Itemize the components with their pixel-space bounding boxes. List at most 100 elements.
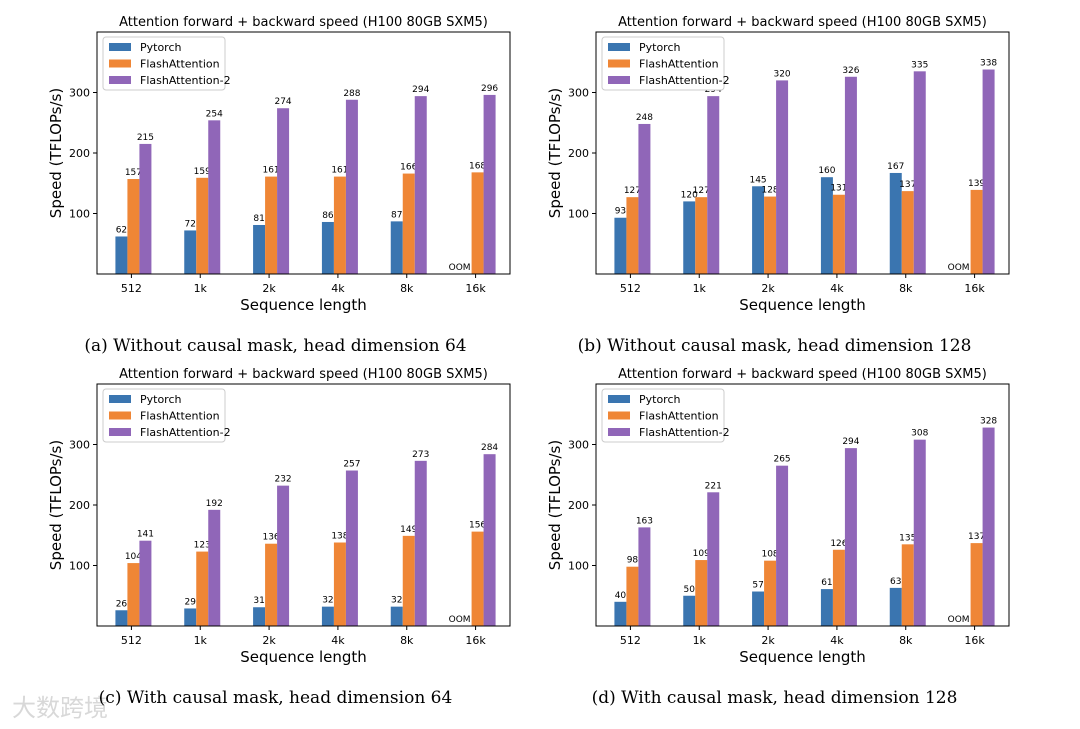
bar-pytorch	[184, 230, 197, 274]
legend-label: FlashAttention	[639, 410, 719, 423]
legend-label: Pytorch	[639, 41, 681, 54]
bar-flashattention-2	[776, 80, 789, 275]
data-label: 159	[194, 167, 211, 177]
bar-pytorch	[889, 172, 902, 274]
legend-label: Pytorch	[140, 41, 182, 54]
x-axis-label: Sequence length	[240, 648, 367, 666]
bar-flashattention	[695, 197, 708, 274]
bar-flashattention-2	[638, 123, 651, 275]
y-tick-label: 200	[69, 147, 90, 160]
legend-label: FlashAttention	[140, 58, 220, 71]
legend: Pytorch FlashAttention FlashAttention-2	[601, 388, 730, 443]
data-label: 127	[624, 186, 641, 196]
bar-flashattention	[832, 194, 845, 274]
data-label: 254	[206, 109, 223, 119]
bar-pytorch	[321, 221, 334, 274]
bar-pytorch	[752, 186, 765, 274]
bar-flashattention	[626, 566, 639, 626]
legend-box	[601, 388, 725, 443]
legend-swatch	[608, 43, 630, 51]
y-tick-label: 300	[69, 439, 90, 452]
bar-flashattention	[127, 179, 140, 274]
legend-swatch	[608, 428, 630, 436]
bar-pytorch	[614, 601, 627, 626]
data-label: 232	[274, 475, 291, 485]
bar-flashattention-2	[776, 465, 789, 626]
data-label: 192	[206, 499, 223, 509]
legend-label: FlashAttention-2	[140, 74, 231, 87]
x-tick-label: 4k	[830, 282, 844, 295]
bar-flashattention-2	[345, 99, 358, 274]
oom-label: OOM	[948, 263, 970, 273]
watermark: 大数跨境	[12, 694, 108, 722]
caption: (c) With causal mask, head dimension 64	[99, 688, 453, 708]
x-axis-label: Sequence length	[240, 296, 367, 314]
x-tick-label: 2k	[761, 634, 775, 647]
data-label: 127	[693, 186, 710, 196]
data-label: 137	[968, 532, 985, 542]
x-tick-label: 4k	[331, 634, 345, 647]
legend-swatch	[109, 428, 131, 436]
bar-flashattention-2	[982, 69, 995, 274]
caption: (b) Without causal mask, head dimension …	[578, 336, 972, 356]
data-label: 328	[980, 417, 997, 427]
y-tick-label: 100	[69, 560, 90, 573]
data-label: 157	[125, 168, 142, 178]
data-label: 104	[125, 552, 142, 562]
legend-label: Pytorch	[639, 393, 681, 406]
data-label: 166	[400, 163, 417, 173]
data-label: 29	[185, 597, 197, 607]
legend-swatch	[608, 59, 630, 68]
y-axis-label: Speed (TFLOPs/s)	[546, 88, 564, 218]
legend-swatch	[608, 411, 630, 420]
bar-flashattention-2	[483, 94, 496, 274]
x-tick-label: 4k	[331, 282, 345, 295]
bar-flashattention	[970, 543, 983, 626]
data-label: 50	[684, 585, 696, 595]
y-tick-label: 200	[568, 499, 589, 512]
legend-swatch	[109, 76, 131, 84]
x-tick-label: 8k	[899, 282, 913, 295]
data-label: 98	[627, 556, 639, 566]
data-label: 57	[752, 581, 763, 591]
legend-label: FlashAttention	[140, 410, 220, 423]
bar-flashattention	[333, 542, 346, 626]
oom-label: OOM	[948, 615, 970, 625]
chart-panel: Attention forward + backward speed (H100…	[47, 15, 511, 356]
data-label: 215	[137, 133, 154, 143]
data-label: 145	[749, 175, 766, 185]
data-label: 109	[693, 549, 710, 559]
bar-flashattention	[196, 177, 209, 274]
bar-flashattention-2	[982, 427, 995, 626]
y-axis-label: Speed (TFLOPs/s)	[47, 440, 65, 570]
legend-swatch	[109, 43, 131, 51]
oom-label: OOM	[449, 263, 471, 273]
data-label: 135	[899, 533, 916, 543]
oom-label: OOM	[449, 615, 471, 625]
chart-panel: Attention forward + backward speed (H100…	[546, 367, 1010, 708]
chart-title: Attention forward + backward speed (H100…	[119, 15, 488, 30]
x-tick-label: 1k	[194, 634, 208, 647]
data-label: 273	[412, 450, 429, 460]
bar-flashattention-2	[139, 540, 152, 626]
data-label: 221	[705, 481, 722, 491]
legend-label: Pytorch	[140, 393, 182, 406]
bar-flashattention-2	[277, 108, 290, 274]
bar-flashattention-2	[844, 448, 857, 626]
data-label: 288	[343, 89, 360, 99]
bar-flashattention	[695, 560, 708, 626]
x-tick-label: 512	[121, 634, 142, 647]
legend-swatch	[608, 395, 630, 403]
data-label: 138	[331, 532, 348, 542]
bar-flashattention-2	[208, 509, 221, 626]
data-label: 149	[400, 525, 417, 535]
data-label: 120	[681, 190, 698, 200]
x-tick-label: 8k	[400, 634, 414, 647]
x-tick-label: 512	[121, 282, 142, 295]
legend-swatch	[109, 59, 131, 68]
bar-pytorch	[390, 221, 403, 274]
data-label: 123	[194, 541, 211, 551]
data-label: 167	[887, 162, 904, 172]
data-label: 72	[185, 219, 196, 229]
